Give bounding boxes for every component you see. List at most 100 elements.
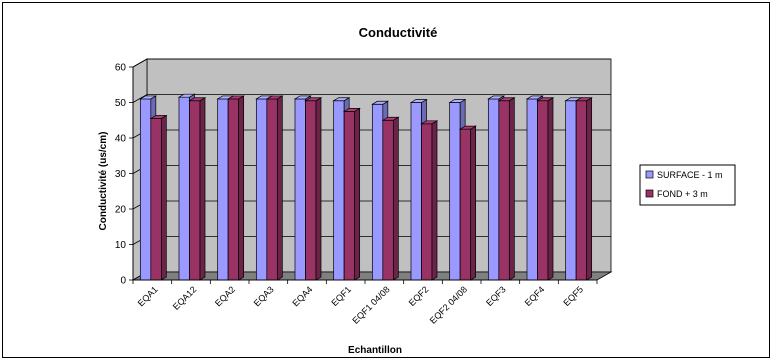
y-tick-label: 10 xyxy=(115,240,127,251)
chart-title: Conductivité xyxy=(359,25,438,40)
bar-front xyxy=(343,111,356,281)
bar-top xyxy=(149,115,168,119)
bar-top xyxy=(536,97,555,102)
bar-front xyxy=(487,98,500,281)
x-tick-label: EQF5 xyxy=(561,284,585,308)
x-tick-label: EQF3 xyxy=(484,284,508,308)
bar-side xyxy=(547,97,554,281)
bar-front xyxy=(449,102,461,281)
x-tick-label: EQF1 04/08 xyxy=(350,284,391,325)
bar-front xyxy=(575,100,588,281)
bar-fond xyxy=(420,120,439,281)
bar-fond xyxy=(458,125,477,281)
legend-box xyxy=(639,164,736,206)
bar-front xyxy=(537,100,549,281)
bar-side xyxy=(431,120,438,281)
bar-front xyxy=(565,100,577,281)
legend: SURFACE - 1 m FOND + 3 m xyxy=(639,164,736,206)
bar-top xyxy=(420,120,439,125)
y-tick-label: 30 xyxy=(115,169,127,180)
bar-top xyxy=(265,95,284,100)
bar-side xyxy=(392,116,399,281)
bar-top xyxy=(342,108,361,112)
x-tick-label: EQF1 xyxy=(329,284,353,308)
bar-side xyxy=(470,125,477,281)
y-tick-label: 60 xyxy=(115,63,127,74)
y-tick-label: 0 xyxy=(120,276,126,287)
x-tick-label: EQA3 xyxy=(252,284,276,308)
x-tick-label: EQA2 xyxy=(213,284,237,308)
bar-top xyxy=(525,95,544,100)
bar-fond xyxy=(226,95,245,281)
bar-front xyxy=(305,100,317,281)
bar-front xyxy=(421,123,433,281)
bar-side xyxy=(508,97,515,281)
bar-front xyxy=(410,102,422,281)
bar-fond xyxy=(342,107,361,281)
bar-top xyxy=(188,97,207,102)
bar-top xyxy=(304,97,323,102)
bar-fond xyxy=(265,95,284,281)
bar-fond xyxy=(497,97,516,281)
bar-front xyxy=(459,128,472,281)
legend-swatch-surface xyxy=(645,170,654,179)
y-axis-label: Conductivité (us/cm) xyxy=(98,132,109,231)
bar-side xyxy=(199,97,206,281)
bar-top xyxy=(381,116,400,121)
chart-frame: 0 10 20 30 40 50 60 EQA1 EQA12 EQA2 EQA3 EQA4 EQF1 E… xyxy=(2,2,770,358)
legend-label-surface: SURFACE - 1 m xyxy=(657,170,723,180)
bar-front xyxy=(217,98,229,281)
bar-fond xyxy=(304,97,323,281)
bar-side xyxy=(315,97,322,281)
legend-label-fond: FOND + 3 m xyxy=(657,189,708,199)
bar-front xyxy=(333,100,345,281)
x-tick-label: EQF2 xyxy=(407,284,431,308)
bar-top xyxy=(177,93,196,98)
bar-top xyxy=(487,95,506,100)
bars xyxy=(139,93,593,281)
bar-front xyxy=(255,98,268,281)
bar-top xyxy=(497,97,516,102)
bar-side xyxy=(160,114,167,281)
bar-front xyxy=(178,96,190,281)
bar-front xyxy=(382,119,394,281)
bar-front xyxy=(266,98,278,281)
bar-front xyxy=(150,118,162,281)
bar-side xyxy=(586,97,593,281)
x-axis-label: Echantillon xyxy=(348,345,402,356)
bar-side xyxy=(276,95,283,281)
bar-fond xyxy=(574,97,593,281)
bar-side xyxy=(238,95,245,281)
bar-top xyxy=(574,97,593,102)
gridline xyxy=(132,94,611,103)
y-tick-label: 20 xyxy=(115,205,127,216)
bar-front xyxy=(227,98,240,281)
bar-front xyxy=(294,98,306,281)
bar-top xyxy=(371,100,390,105)
x-tick-label: EQF2 04/08 xyxy=(428,284,469,325)
x-tick-label: EQA1 xyxy=(136,284,160,308)
bar-front xyxy=(189,100,201,281)
bar-side xyxy=(354,107,361,281)
bar-top xyxy=(409,99,428,103)
bar-fond xyxy=(149,114,168,281)
bar-top xyxy=(448,99,467,103)
bar-fond xyxy=(536,97,555,281)
y-tick-label: 50 xyxy=(115,98,127,109)
y-tick-label: 40 xyxy=(115,134,127,145)
bar-top xyxy=(458,125,477,130)
bar-fond xyxy=(188,97,207,281)
x-tick-label: EQA4 xyxy=(290,284,314,308)
bar-top xyxy=(332,97,351,102)
gridline xyxy=(132,58,611,68)
bar-front xyxy=(526,98,538,281)
y-axis: 0 10 20 30 40 50 60 xyxy=(115,63,134,287)
bar-front xyxy=(371,103,384,281)
legend-swatch-fond xyxy=(645,189,654,198)
bar-top xyxy=(226,95,245,100)
bar-front xyxy=(498,100,510,281)
bar-top xyxy=(139,95,158,100)
bar-front xyxy=(139,98,152,281)
